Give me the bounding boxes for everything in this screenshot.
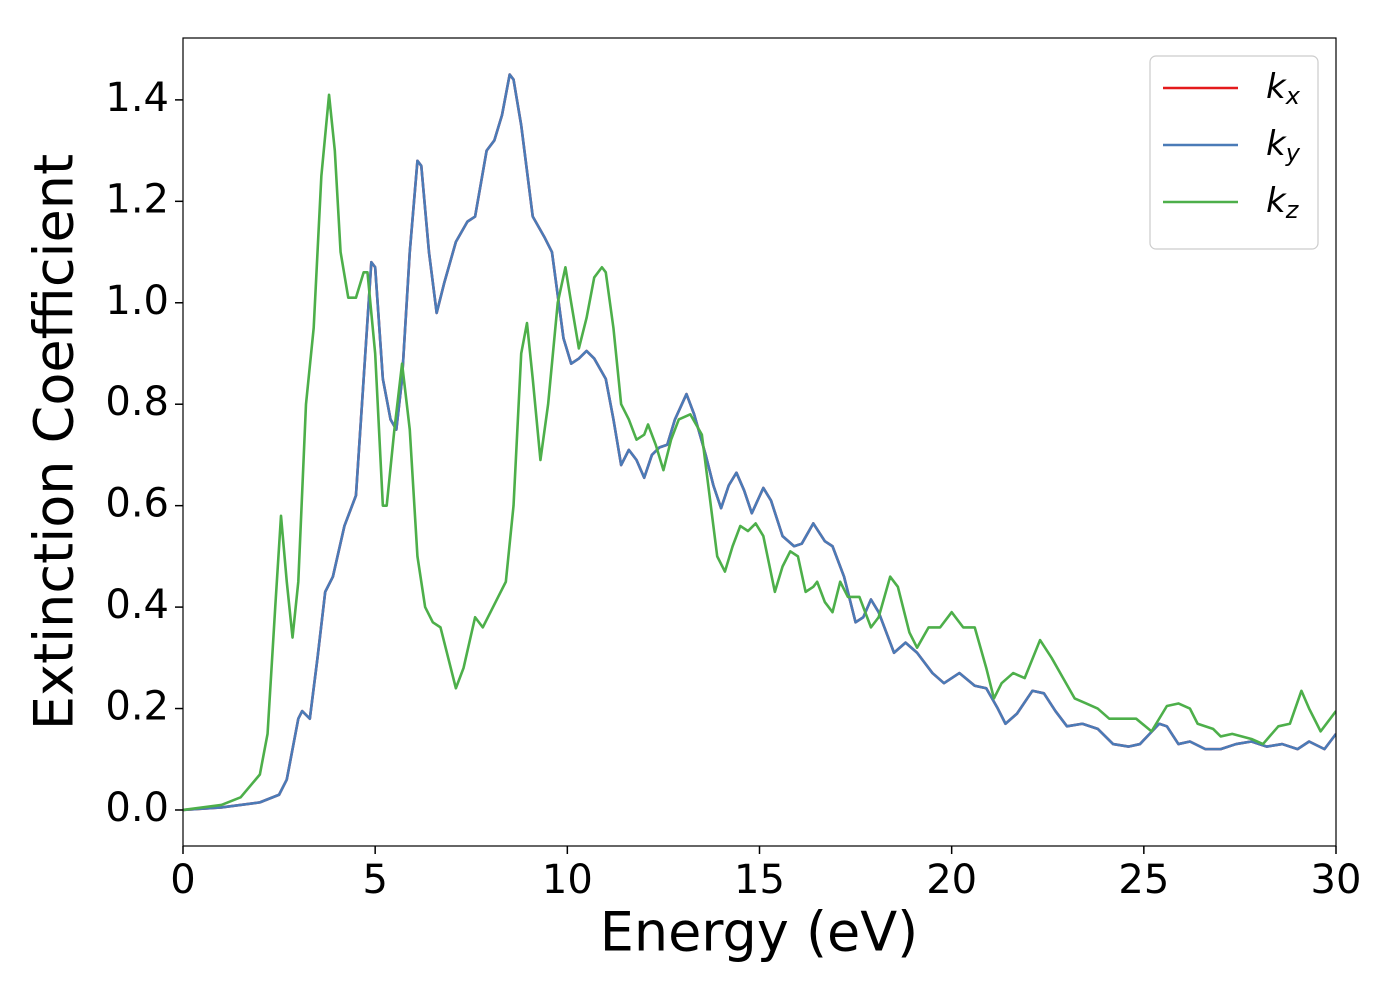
x-axis-label: Energy (eV) bbox=[600, 901, 919, 964]
y-tick-label: 0.8 bbox=[105, 379, 169, 425]
x-tick-label: 5 bbox=[362, 857, 387, 903]
series-line bbox=[183, 73, 1336, 812]
legend-label: kx bbox=[1266, 67, 1301, 111]
y-tick-label: 1.4 bbox=[105, 75, 169, 121]
legend-label: kz bbox=[1266, 181, 1300, 225]
y-tick-label: 0.2 bbox=[105, 684, 169, 730]
series-line bbox=[183, 93, 1336, 812]
legend-label: ky bbox=[1266, 124, 1301, 168]
y-axis-label: Extinction Coefficient bbox=[23, 154, 86, 730]
y-tick-label: 1.0 bbox=[105, 278, 169, 324]
y-tick-label: 0.6 bbox=[105, 481, 169, 527]
y-tick-label: 1.2 bbox=[105, 176, 169, 222]
x-tick-label: 15 bbox=[734, 857, 785, 903]
x-tick-label: 0 bbox=[170, 857, 195, 903]
x-tick-label: 25 bbox=[1118, 857, 1169, 903]
x-tick-label: 10 bbox=[542, 857, 593, 903]
plot-frame bbox=[182, 37, 1337, 847]
y-tick-label: 0.0 bbox=[105, 785, 169, 831]
y-tick-label: 0.4 bbox=[105, 582, 169, 628]
x-tick-label: 20 bbox=[926, 857, 977, 903]
x-tick-label: 30 bbox=[1311, 857, 1362, 903]
plot-lines bbox=[183, 73, 1336, 812]
